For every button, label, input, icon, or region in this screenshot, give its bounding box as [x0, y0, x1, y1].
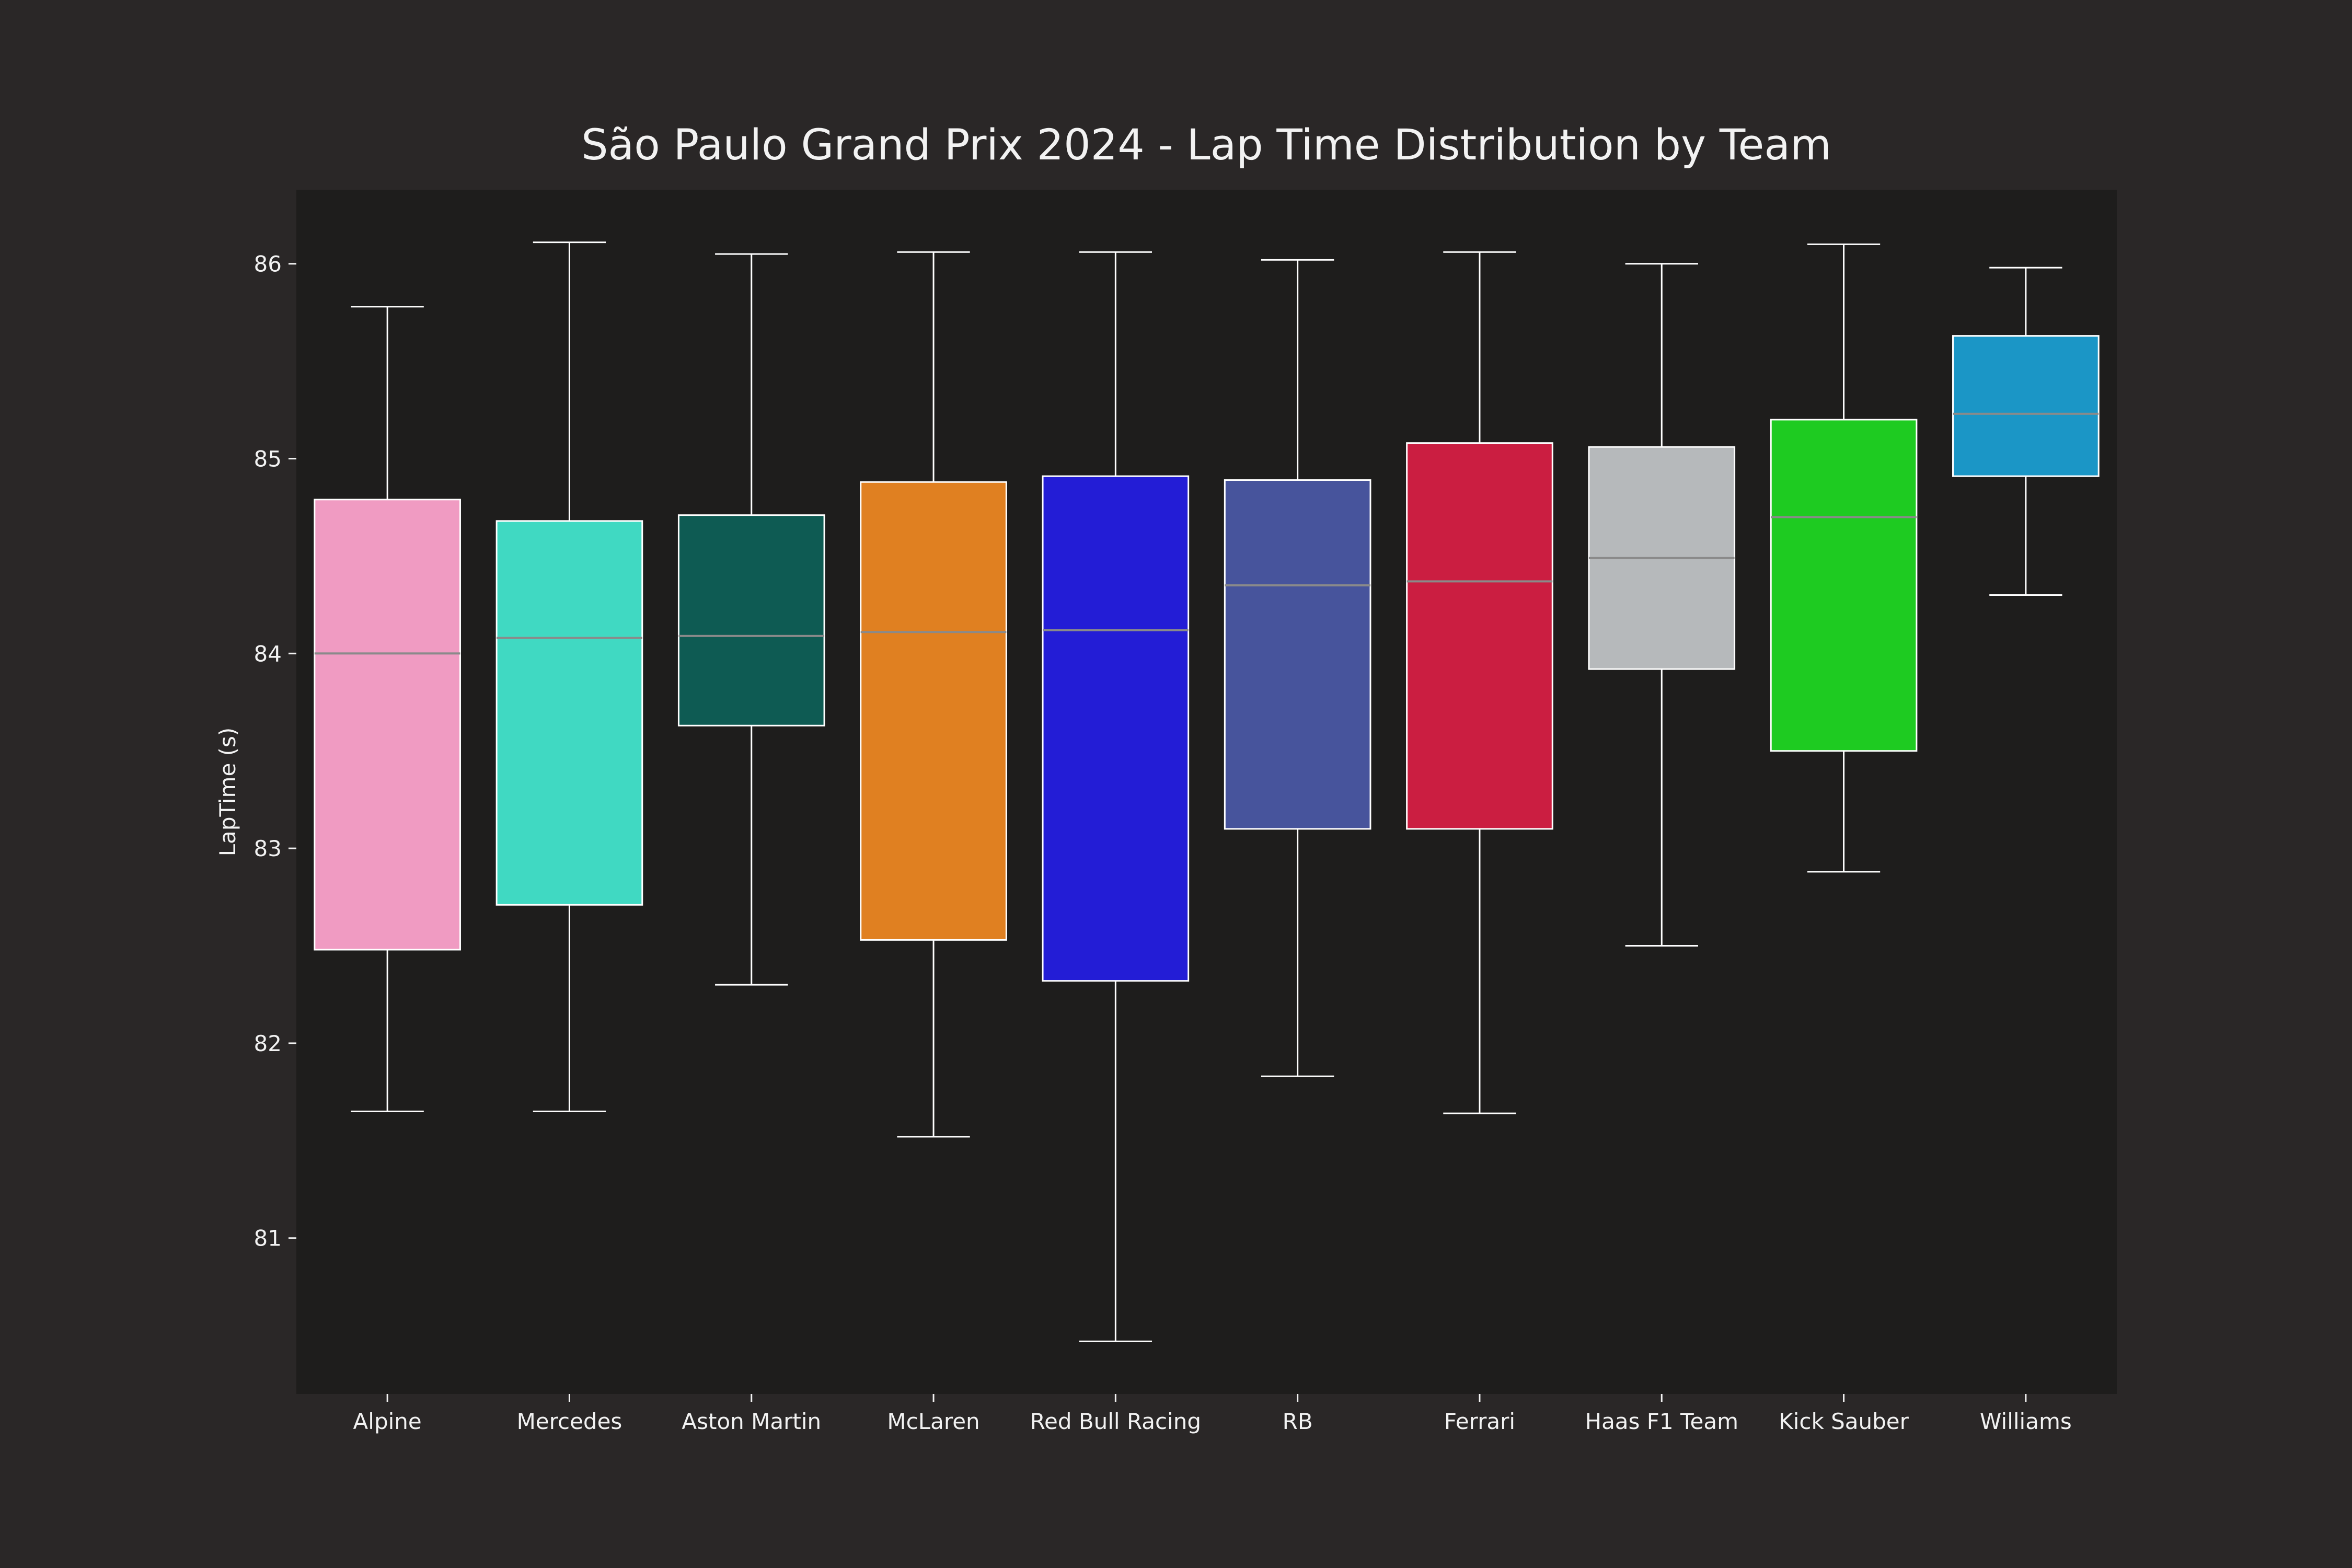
box-group: [1952, 267, 2100, 596]
x-axis: Alpine Mercedes Aston Martin McLaren Red Bul…: [353, 1394, 2072, 1434]
y-axis-label: LapTime (s): [215, 728, 240, 857]
x-tick-label: Kick Sauber: [1779, 1409, 1909, 1434]
x-tick-label: Williams: [1980, 1409, 2072, 1434]
x-tick-label: McLaren: [887, 1409, 979, 1434]
box-iqr: [495, 520, 643, 906]
box-group: [1770, 243, 1918, 873]
chart-title: São Paulo Grand Prix 2024 - Lap Time Dis…: [581, 121, 1831, 170]
box-iqr: [1952, 335, 2100, 477]
boxplot-series: [314, 241, 2100, 1342]
y-tick-label: 86: [254, 251, 282, 277]
box-group: [1588, 263, 1736, 947]
box-group: [860, 251, 1007, 1138]
y-tick-label: 82: [254, 1031, 282, 1056]
y-tick-label: 85: [254, 446, 282, 471]
box-iqr: [1406, 442, 1553, 830]
x-tick-label: Mercedes: [517, 1409, 622, 1434]
y-axis: 81 82 83 84 85 86: [254, 251, 296, 1251]
x-tick-label: Alpine: [353, 1409, 422, 1434]
box-iqr: [677, 514, 825, 727]
box-group: [1406, 251, 1553, 1114]
x-tick-label: Ferrari: [1444, 1409, 1515, 1434]
x-tick-label: Haas F1 Team: [1585, 1409, 1738, 1434]
box-iqr: [1224, 479, 1371, 830]
box-group: [677, 253, 825, 986]
box-group: [1042, 251, 1190, 1342]
box-group: [495, 241, 643, 1112]
x-tick-label: Red Bull Racing: [1030, 1409, 1201, 1434]
y-tick-label: 84: [254, 641, 282, 666]
x-tick-label: RB: [1283, 1409, 1313, 1434]
box-group: [314, 306, 461, 1112]
box-iqr: [860, 481, 1007, 941]
y-tick-label: 83: [254, 836, 282, 861]
box-iqr: [1770, 419, 1918, 752]
box-group: [1224, 259, 1371, 1077]
box-iqr: [314, 499, 461, 951]
x-tick-label: Aston Martin: [682, 1409, 821, 1434]
box-iqr: [1042, 475, 1190, 982]
y-tick-label: 81: [254, 1226, 282, 1251]
